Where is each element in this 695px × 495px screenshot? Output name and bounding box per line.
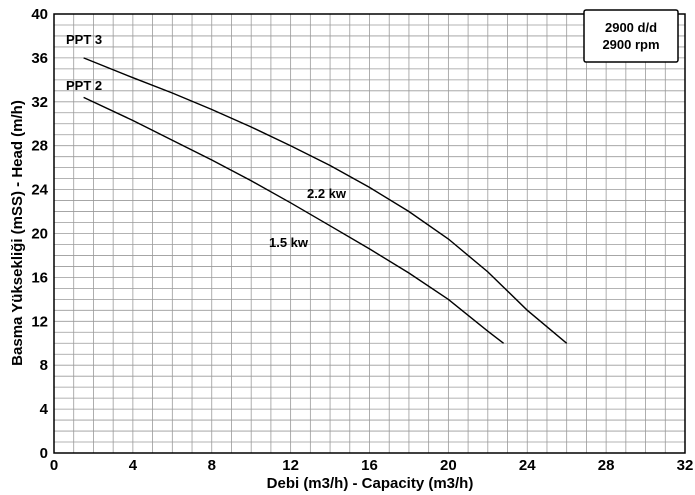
x-tick-label: 24 (519, 457, 536, 474)
series-line-ppt-2 (83, 96, 505, 344)
series-name-label: PPT 3 (66, 32, 102, 47)
y-tick-label: 8 (40, 357, 48, 374)
info-box-frame (583, 9, 679, 63)
y-tick-label: 24 (31, 182, 48, 199)
series-layer (83, 57, 568, 344)
x-tick-label: 20 (440, 457, 457, 474)
y-tick-label: 40 (31, 6, 48, 23)
y-axis-title: Basma Yüksekliği (mSS) - Head (m/h) (9, 100, 26, 366)
series-power-label: 1.5 kw (269, 235, 309, 250)
series-labels: PPT 3 2.2 kw PPT 2 1.5 kw (66, 32, 347, 250)
y-tick-label: 16 (31, 269, 48, 286)
speed-label-tr: 2900 d/d (605, 20, 657, 35)
series-name-label: PPT 2 (66, 78, 102, 93)
speed-label-en: 2900 rpm (602, 37, 659, 52)
chart-grid (53, 13, 686, 454)
series-power-label: 2.2 kw (307, 186, 347, 201)
x-tick-label: 28 (598, 457, 615, 474)
x-tick-label: 12 (282, 457, 299, 474)
x-axis-title: Debi (m3/h) - Capacity (m3/h) (267, 475, 474, 492)
y-tick-label: 28 (31, 138, 48, 155)
x-tick-label: 16 (361, 457, 378, 474)
plot-frame (53, 13, 686, 454)
series-line-ppt-3 (83, 57, 568, 344)
x-axis-ticks: 0 4 8 12 16 20 24 28 32 (50, 457, 694, 474)
info-box: 2900 d/d 2900 rpm (583, 9, 679, 63)
y-tick-label: 0 (40, 445, 48, 462)
x-tick-label: 4 (129, 457, 138, 474)
y-tick-label: 20 (31, 226, 48, 243)
y-tick-label: 12 (31, 313, 48, 330)
x-tick-label: 8 (208, 457, 216, 474)
x-tick-label: 32 (677, 457, 694, 474)
x-tick-label: 0 (50, 457, 58, 474)
y-tick-label: 32 (31, 94, 48, 111)
y-tick-label: 36 (31, 50, 48, 67)
y-axis-ticks: 0 4 8 12 16 20 24 28 32 36 40 (31, 6, 48, 462)
y-tick-label: 4 (40, 401, 49, 418)
